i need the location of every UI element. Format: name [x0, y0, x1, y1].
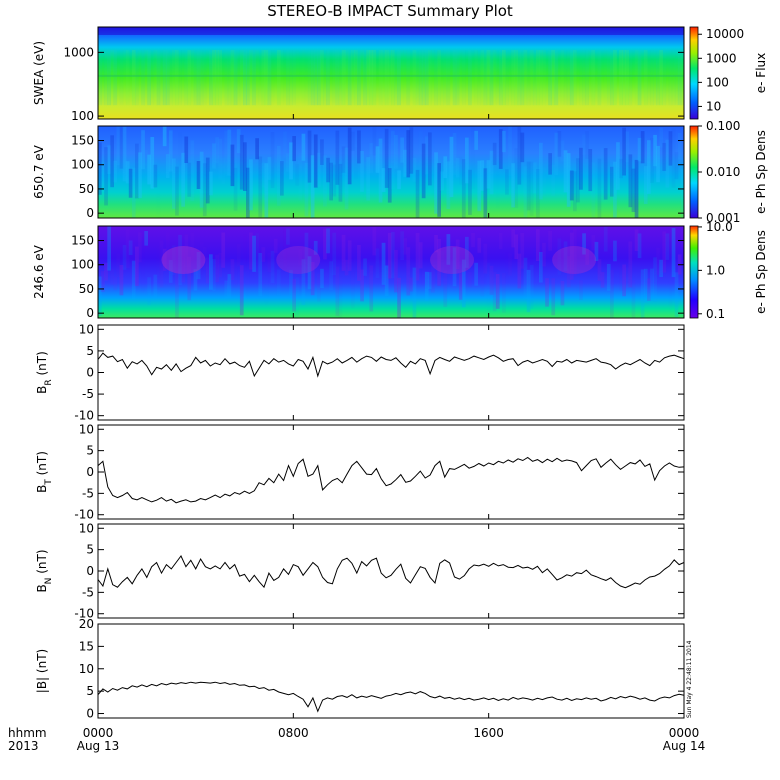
panel-frame: [97, 26, 685, 120]
panel-br: 10 5 0 -5 -10 BR (nT): [35, 322, 685, 423]
colorbar-tick-label: 0.001: [706, 211, 740, 225]
y-tick-label: 100: [71, 158, 94, 172]
y-tick-label: 100: [71, 258, 94, 272]
x-tick-label: 0000: [83, 726, 114, 740]
y-tick-label: 0: [86, 465, 94, 479]
colorbar-tick-label: 1000: [706, 51, 737, 65]
y-tick-label: 50: [79, 182, 94, 196]
y-tick-label: 5: [86, 344, 94, 358]
colorbar: [689, 125, 699, 219]
panel-bn: 10 5 0 -5 -10 BN (nT): [35, 521, 685, 621]
y-tick-label: -10: [74, 409, 94, 423]
spectrogram-swea: 100 1000 SWEA (eV) 10000 1000 100 10 e- Flux: [32, 26, 768, 123]
series-line-bt: [97, 456, 685, 504]
spectrogram-image: [98, 27, 684, 119]
panel-frame: [97, 424, 685, 520]
colorbar-label: e- Ph Sp Dens: [754, 230, 768, 314]
y-tick-label: 150: [71, 234, 94, 248]
colorbar-tick-label: 0.100: [706, 119, 740, 133]
panel-frame: [97, 125, 685, 219]
series-line-btot: [97, 681, 685, 713]
y-tick-label: 0: [86, 366, 94, 380]
panel-frame: [97, 623, 685, 719]
x-tick-date-label: Aug 14: [663, 739, 706, 753]
y-axis-label: BR (nT): [35, 351, 54, 394]
y-tick-label: 0: [86, 564, 94, 578]
colorbar-tick-label: 10000: [706, 27, 744, 41]
y-axis-label: 650.7 eV: [32, 144, 46, 199]
y-tick-label: -5: [82, 486, 94, 500]
panel-frame: [97, 324, 685, 421]
x-corner-label-year: 2013: [8, 739, 39, 753]
x-tick-date-label: Aug 13: [77, 739, 120, 753]
y-tick-label: 0: [86, 306, 94, 320]
magnetic-field-panels: 10 5 0 -5 -10 BR (nT) 10 5 0 -5 -10 BT (nT) 10 5 0 -5 -1…: [35, 322, 685, 721]
panel-bt: 10 5 0 -5 -10 BT (nT): [35, 422, 685, 522]
series-line-br: [97, 352, 685, 378]
colorbar-label: e- Flux: [754, 53, 768, 93]
x-tick-label: 1600: [473, 726, 504, 740]
panel-frame: [97, 225, 685, 319]
y-axis-label: BN (nT): [35, 549, 54, 592]
y-tick-label: 5: [86, 684, 94, 698]
y-tick-label: 10: [79, 322, 94, 336]
y-tick-label: -5: [82, 387, 94, 401]
colorbar-tick-label: 100: [706, 75, 729, 89]
colorbar-tick-label: 0.1: [706, 307, 725, 321]
colorbar-tick-label: 10.0: [706, 220, 733, 234]
spectrogram-image: [98, 226, 684, 318]
panel-frame: [97, 523, 685, 619]
colorbar-tick-label: 0.010: [706, 165, 740, 179]
y-tick-label: 10: [79, 422, 94, 436]
y-tick-label: -5: [82, 585, 94, 599]
colorbar-label: e- Ph Sp Dens: [754, 130, 768, 214]
y-tick-label: 5: [86, 444, 94, 458]
plot-title: STEREO-B IMPACT Summary Plot: [267, 2, 513, 20]
y-tick-label: 5: [86, 543, 94, 557]
y-tick-label: 0: [86, 707, 94, 721]
panel-btot: 20 15 10 5 0 |B| (nT): [35, 617, 685, 721]
y-tick-label: 1000: [63, 45, 94, 59]
spectrogram-pad650: 0 50 100 150 650.7 eV 0.100 0.010 0.001 e- Ph Sp…: [32, 119, 768, 225]
colorbar: [689, 225, 699, 319]
y-tick-label: -10: [74, 508, 94, 522]
y-tick-label: -10: [74, 607, 94, 621]
y-tick-label: 100: [71, 109, 94, 123]
y-tick-label: 20: [79, 617, 94, 631]
colorbar: [689, 26, 699, 120]
colorbar-tick-label: 10: [706, 99, 721, 113]
colorbar-tick-label: 1.0: [706, 263, 725, 277]
x-tick-label: 0000: [669, 726, 700, 740]
spectrogram-image: [98, 126, 684, 218]
y-axis-label: |B| (nT): [35, 649, 49, 693]
series-line-bn: [97, 555, 685, 589]
y-tick-label: 10: [79, 662, 94, 676]
y-tick-label: 0: [86, 206, 94, 220]
y-tick-label: 50: [79, 282, 94, 296]
y-axis-label: 246.6 eV: [32, 244, 46, 299]
y-tick-label: 10: [79, 521, 94, 535]
y-axis-label: SWEA (eV): [32, 41, 46, 105]
generation-timestamp: Sun May 4 22:48:11 2014: [686, 640, 693, 718]
x-corner-label-unit: hhmm: [8, 726, 47, 740]
x-tick-label: 0800: [278, 726, 309, 740]
spectrogram-pad246: 0 50 100 150 246.6 eV 10.0 1.0 0.1 e- Ph Sp Dens: [32, 220, 768, 321]
y-tick-label: 15: [79, 639, 94, 653]
y-axis-label: BT (nT): [35, 451, 54, 493]
y-tick-label: 150: [71, 134, 94, 148]
